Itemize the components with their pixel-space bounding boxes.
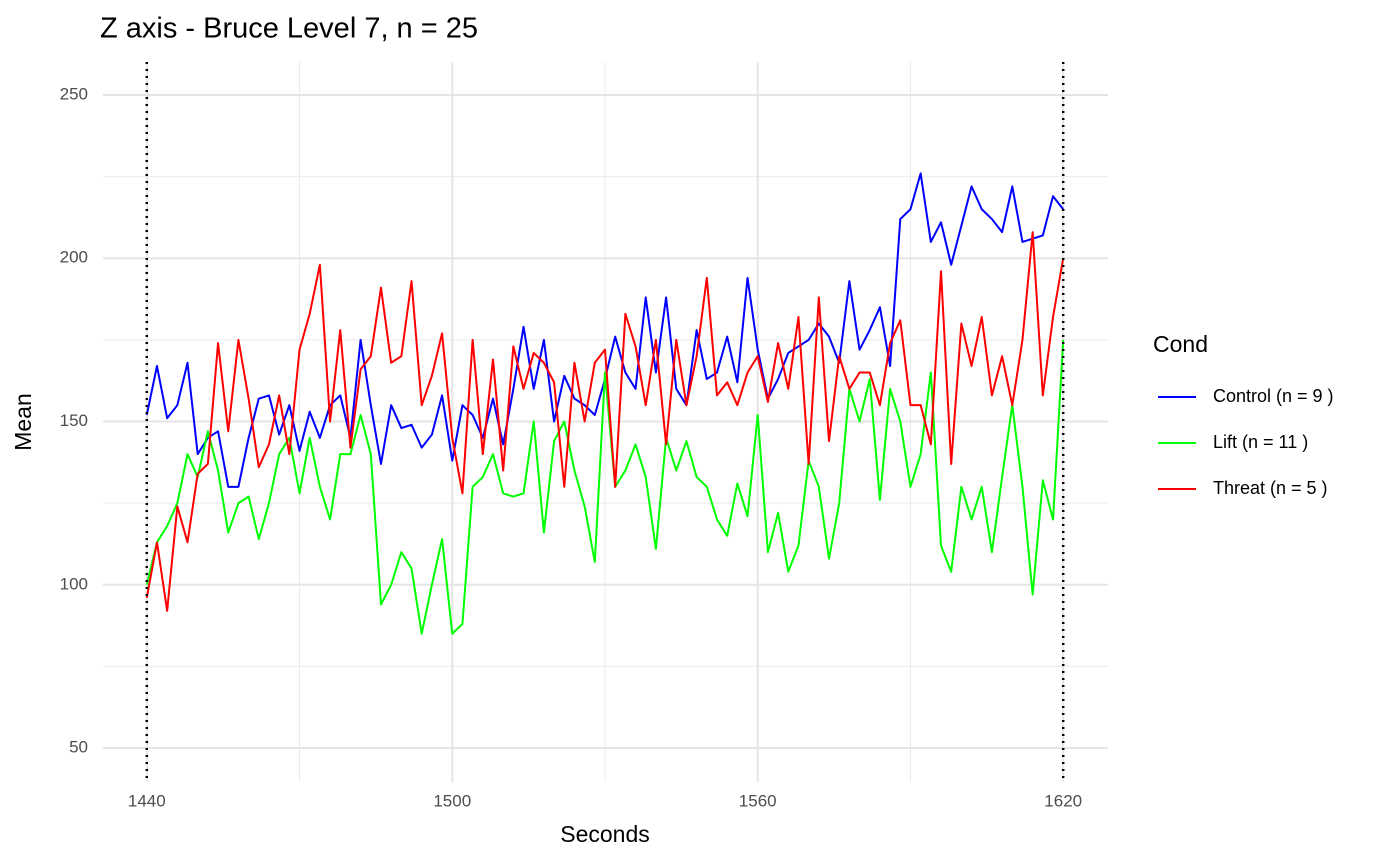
x-tick-label: 1620 xyxy=(1044,791,1082,810)
x-tick-label: 1560 xyxy=(739,791,777,810)
y-tick-label: 200 xyxy=(60,248,88,267)
x-tick-label: 1440 xyxy=(128,791,166,810)
series-line xyxy=(145,339,1065,635)
y-tick-label: 50 xyxy=(69,738,88,757)
legend-label: Threat (n = 5 ) xyxy=(1213,478,1328,498)
x-tick-label: 1500 xyxy=(433,791,471,810)
y-tick-label: 150 xyxy=(60,411,88,430)
legend-title: Cond xyxy=(1153,331,1208,357)
y-tick-label: 100 xyxy=(60,574,88,593)
y-axis-title: Mean xyxy=(10,393,36,451)
series-line xyxy=(145,231,1065,612)
chart-title: Z axis - Bruce Level 7, n = 25 xyxy=(100,13,478,45)
legend-label: Lift (n = 11 ) xyxy=(1213,432,1308,452)
x-axis-title: Seconds xyxy=(560,821,650,847)
legend-label: Control (n = 9 ) xyxy=(1213,386,1334,406)
y-tick-label: 250 xyxy=(60,84,88,103)
